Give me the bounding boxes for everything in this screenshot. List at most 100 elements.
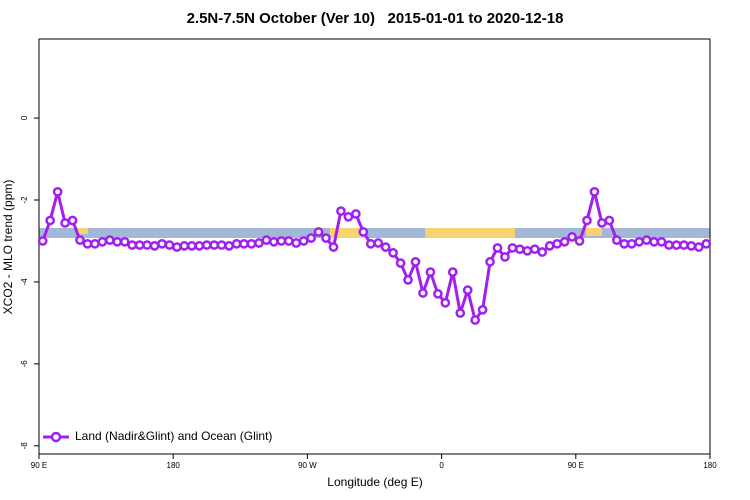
data-point — [500, 252, 510, 262]
data-point — [701, 238, 712, 249]
legend-label: Land (Nadir&Glint) and Ocean (Glint) — [75, 429, 272, 443]
data-point — [313, 227, 324, 237]
data-point — [172, 242, 182, 252]
x-tick-label: 90 E — [31, 461, 47, 470]
data-point — [67, 215, 78, 226]
data-point — [149, 241, 160, 251]
data-point — [641, 235, 652, 246]
land-ocean-band — [39, 228, 710, 238]
data-point — [239, 238, 249, 249]
data-point — [425, 267, 436, 277]
data-point — [671, 240, 682, 250]
y-axis-label: XCO2 - MLO trend (ppm) — [1, 180, 15, 315]
data-point — [298, 236, 309, 246]
data-point — [201, 240, 212, 250]
data-point — [164, 240, 175, 250]
data-point — [656, 236, 667, 247]
data-point — [246, 238, 257, 249]
data-point — [52, 186, 63, 197]
data-point — [373, 238, 384, 248]
data-point — [470, 315, 480, 325]
data-point — [306, 233, 316, 243]
data-point — [544, 241, 555, 251]
data-point — [529, 244, 540, 255]
data-point — [209, 240, 220, 250]
data-point — [261, 235, 272, 246]
y-tick-label: -2 — [20, 196, 29, 204]
data-point — [515, 244, 525, 255]
data-point — [611, 235, 622, 246]
y-tick-label: -8 — [20, 442, 29, 450]
chart-title: 2.5N-7.5N October (Ver 10) 2015-01-01 to… — [187, 10, 564, 27]
data-point — [336, 206, 346, 216]
data-point — [582, 215, 592, 226]
data-point — [567, 232, 577, 242]
data-point — [455, 308, 466, 318]
data-point — [254, 238, 264, 248]
data-point — [142, 240, 152, 250]
data-point — [104, 235, 115, 246]
data-point — [328, 242, 339, 252]
y-tick-label: -4 — [20, 278, 29, 286]
data-point — [664, 240, 674, 250]
data-point — [589, 186, 600, 197]
y-tick-label: 0 — [20, 115, 29, 120]
data-point — [462, 285, 473, 295]
data-point — [410, 257, 421, 267]
data-point — [649, 236, 659, 247]
data-point — [574, 236, 585, 246]
x-tick-label: 90 E — [568, 461, 584, 470]
data-point — [90, 238, 100, 249]
data-point — [358, 227, 369, 237]
data-point — [186, 241, 197, 251]
data-point — [380, 242, 391, 252]
x-axis-label: Longitude (deg E) — [327, 475, 422, 489]
data-point — [388, 247, 398, 258]
legend: Land (Nadir&Glint) and Ocean (Glint) — [43, 429, 272, 443]
land-patch — [78, 228, 88, 234]
data-point — [127, 240, 138, 250]
data-point — [283, 236, 294, 246]
x-tick-label: 0 — [439, 461, 444, 470]
data-point — [693, 242, 704, 252]
data-point — [75, 235, 85, 246]
data-point — [403, 275, 413, 285]
data-point — [112, 236, 123, 247]
data-point — [418, 288, 428, 298]
data-point — [507, 243, 518, 253]
data-point — [291, 238, 302, 248]
data-point — [82, 238, 93, 249]
data-point — [231, 238, 242, 249]
data-point — [522, 245, 533, 256]
data-point — [343, 211, 354, 222]
y-tick-label: -6 — [20, 360, 29, 368]
data-point — [97, 236, 108, 247]
data-point — [45, 215, 56, 226]
x-tick-label: 180 — [167, 461, 181, 470]
x-tick-label: 180 — [703, 461, 717, 470]
data-point — [365, 238, 376, 249]
data-point — [216, 240, 227, 250]
data-point — [477, 304, 488, 315]
data-point — [269, 236, 279, 247]
data-point — [224, 241, 234, 251]
land-patch — [586, 228, 602, 236]
data-point — [679, 240, 689, 250]
data-point — [619, 238, 630, 249]
data-point — [351, 209, 361, 219]
data-point — [447, 267, 458, 277]
data-point — [134, 240, 145, 250]
data-point — [686, 241, 697, 251]
data-point — [157, 238, 167, 249]
data-point — [194, 241, 205, 251]
data-point — [485, 257, 495, 267]
data-point — [626, 238, 637, 249]
legend-marker — [50, 431, 62, 443]
data-point — [597, 218, 607, 228]
data-point — [179, 241, 190, 251]
ocean-band — [39, 228, 710, 238]
land-patch — [425, 228, 515, 238]
data-point — [395, 258, 406, 268]
